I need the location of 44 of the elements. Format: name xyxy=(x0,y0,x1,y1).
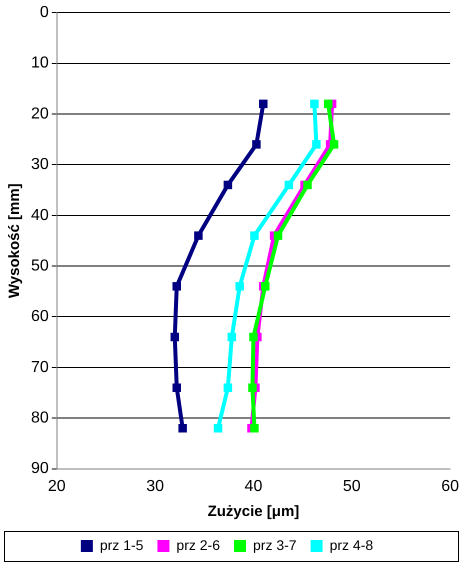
legend-label: prz 1-5 xyxy=(100,536,144,553)
point xyxy=(252,140,261,149)
x-tick-label: 60 xyxy=(441,478,460,495)
point xyxy=(172,383,181,392)
x-tick-label: 40 xyxy=(244,478,262,495)
point xyxy=(249,332,258,342)
point xyxy=(194,231,203,240)
point xyxy=(330,140,338,149)
y-tick-label: 40 xyxy=(31,206,49,224)
y-tick-label: 20 xyxy=(31,105,49,122)
point xyxy=(224,383,232,392)
point xyxy=(172,282,181,291)
y-tick-label: 70 xyxy=(31,358,49,376)
x-tick-label: 20 xyxy=(48,478,66,495)
legend-label: prz 3-7 xyxy=(253,536,297,553)
point xyxy=(235,282,244,291)
point xyxy=(228,332,236,342)
legend-label: prz 2-6 xyxy=(176,536,220,553)
point xyxy=(274,231,282,240)
y-tick-label: 50 xyxy=(31,257,49,274)
x-tick-label: 30 xyxy=(146,478,164,495)
point xyxy=(178,424,187,432)
point xyxy=(250,231,259,240)
y-tick-label: 80 xyxy=(31,410,49,427)
y-tick-label: 90 xyxy=(31,460,49,478)
legend-label: prz 4-8 xyxy=(330,536,374,553)
point xyxy=(214,424,222,432)
point xyxy=(224,180,232,190)
y-tick-label: 0 xyxy=(40,4,49,22)
point xyxy=(284,180,294,190)
y-tick-label: 10 xyxy=(31,54,49,72)
y-axis-title: Wysokość [mm] xyxy=(6,183,24,298)
point xyxy=(303,180,312,190)
point xyxy=(310,100,319,108)
y-tick-label: 60 xyxy=(31,308,49,326)
point xyxy=(170,332,180,342)
x-tick-label: 50 xyxy=(342,478,361,495)
point xyxy=(259,100,268,108)
y-tick-label: 30 xyxy=(31,156,49,174)
point xyxy=(312,140,321,149)
x-axis-title: Zużycie [μm] xyxy=(208,503,300,520)
point xyxy=(324,100,332,108)
point xyxy=(250,424,259,432)
point xyxy=(248,383,257,392)
